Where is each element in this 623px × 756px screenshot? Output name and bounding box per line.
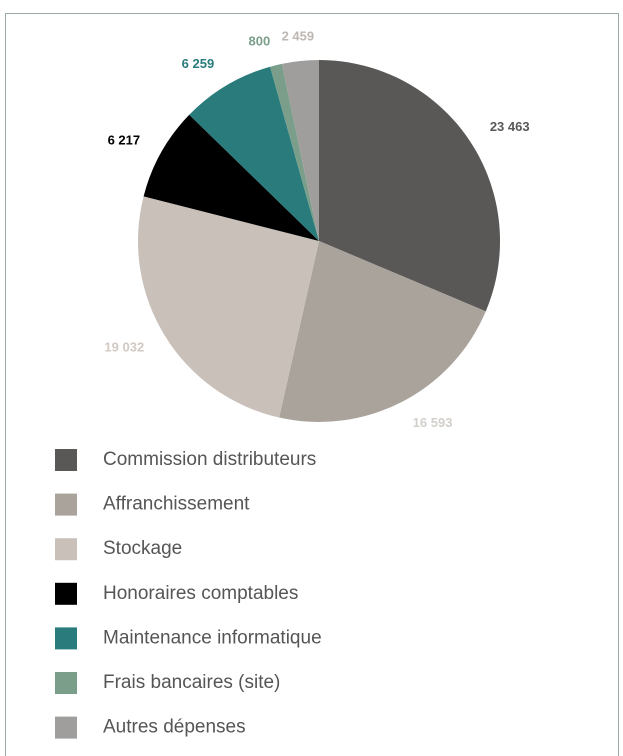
legend-swatch: [55, 672, 77, 694]
legend-label: Maintenance informatique: [103, 627, 322, 648]
value-label: 19 032: [104, 340, 144, 355]
value-label: 16 593: [413, 415, 453, 430]
pie-slice: [281, 60, 319, 241]
pie-slice: [138, 196, 319, 418]
legend-swatch: [55, 538, 77, 561]
value-label: 23 463: [490, 119, 530, 134]
legend-label: Honoraires comptables: [103, 583, 298, 604]
legend-label: Affranchissement: [103, 494, 250, 515]
legend-swatch: [55, 582, 77, 605]
legend-swatch: [55, 627, 77, 650]
legend-swatch: [55, 716, 77, 739]
legend-label: Frais bancaires (site): [103, 672, 280, 693]
frame: [5, 13, 619, 756]
pie-slice: [189, 66, 319, 241]
legend-label: Commission distributeurs: [103, 449, 316, 470]
legend-label: Autres dépenses: [103, 717, 246, 738]
value-label: 6 217: [108, 132, 141, 147]
pie-slice: [319, 60, 500, 312]
pie-slice: [270, 63, 319, 241]
legend-label: Stockage: [103, 538, 182, 559]
pie-slice: [279, 241, 486, 422]
value-label: 800: [249, 33, 271, 48]
value-label: 6 259: [182, 56, 215, 71]
legend-swatch: [55, 449, 77, 471]
legend-swatch: [55, 493, 77, 516]
value-label: 2 459: [282, 29, 315, 44]
pie-slice: [143, 114, 319, 241]
